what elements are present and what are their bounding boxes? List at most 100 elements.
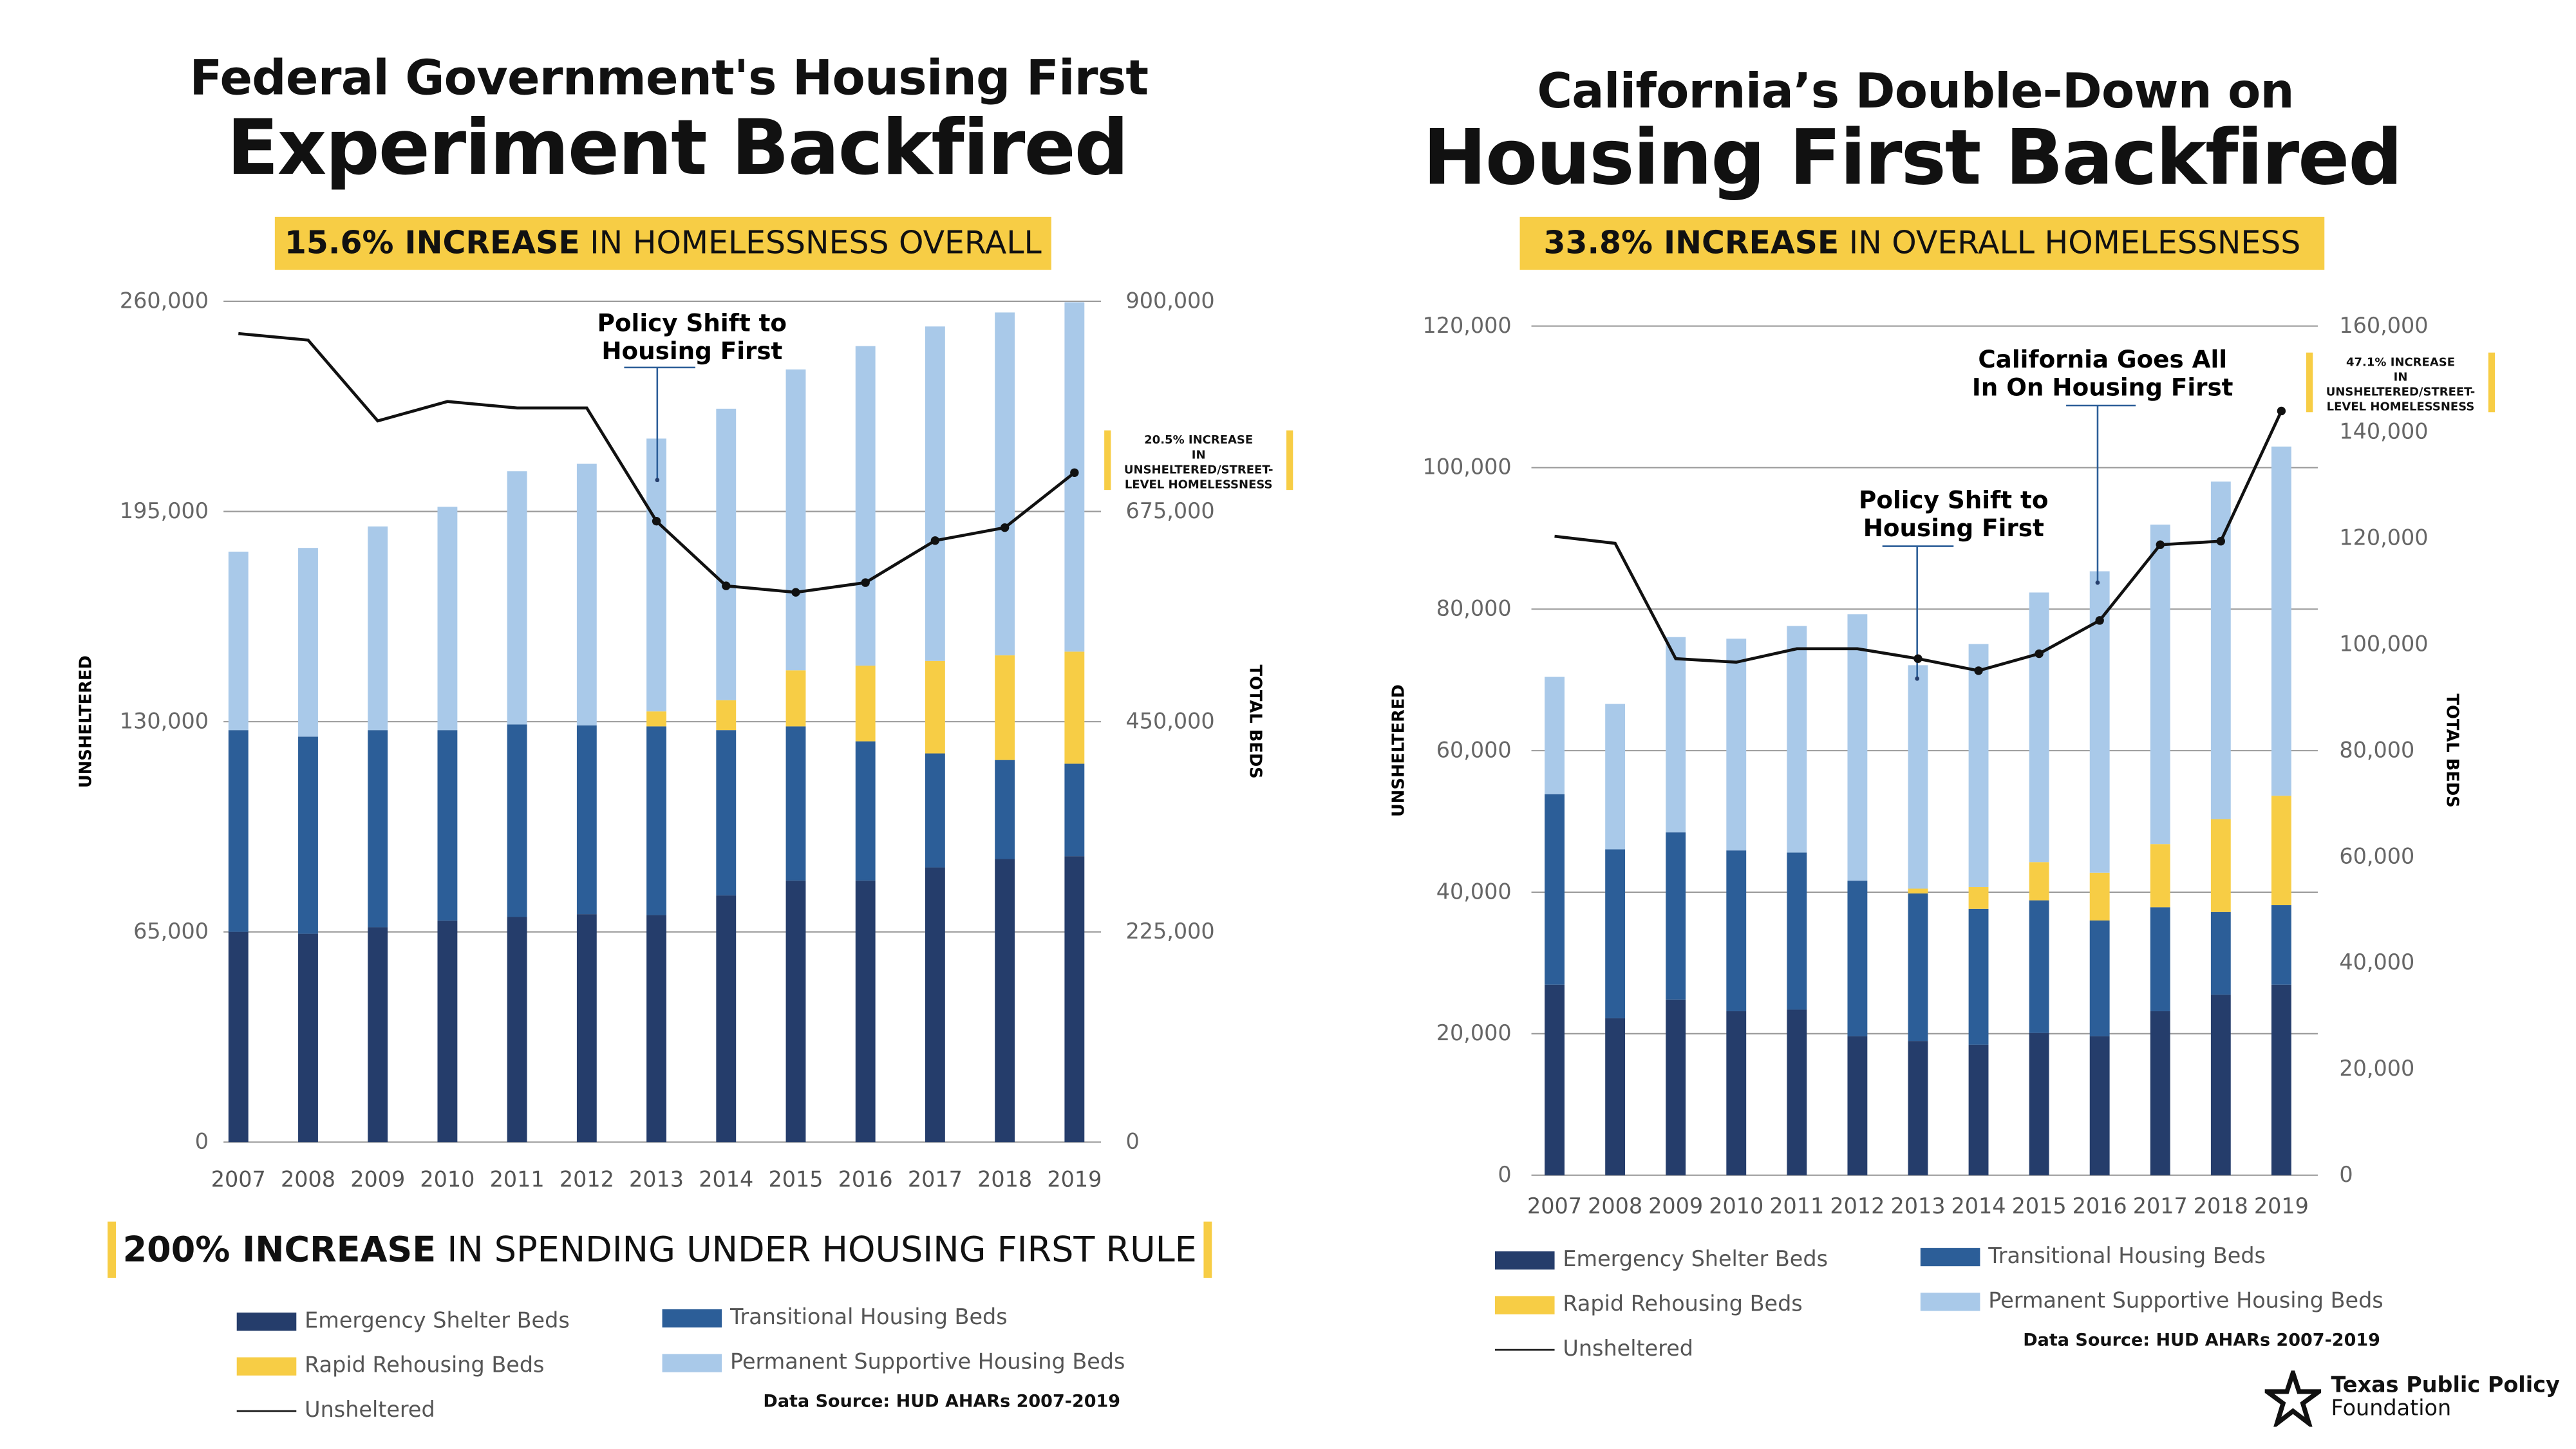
bar-transitional-housing [576, 725, 597, 915]
bar-permanent-supportive [1545, 677, 1565, 794]
y-tick-label: 120,000 [1423, 313, 1512, 338]
legend-swatch [1920, 1248, 1980, 1267]
right-callout-bold: 47.1% INCREASE [2346, 355, 2456, 369]
unsheltered-point [1974, 666, 1983, 675]
x-tick-label: 2018 [2194, 1193, 2248, 1219]
bar-permanent-supportive [2029, 592, 2049, 863]
x-tick-label: 2019 [2254, 1193, 2309, 1219]
x-tick-label: 2016 [838, 1167, 893, 1192]
x-tick-label: 2007 [211, 1167, 266, 1192]
legend-label: Unsheltered [305, 1398, 435, 1424]
x-tick-label: 2014 [1951, 1193, 2006, 1219]
bar-transitional-housing [2210, 911, 2231, 995]
annotation-dot [2095, 580, 2100, 585]
bar-transitional-housing [1726, 850, 1747, 1011]
y2-axis-title: TOTAL BEDS [2443, 694, 2462, 808]
y-tick-label: 60,000 [1436, 737, 1512, 762]
legend-permanent-left: Permanent Supportive Housing Beds [662, 1351, 1125, 1376]
left-unsheltered-callout: 20.5% INCREASE IN UNSHELTERED/STREET-LEVE… [1104, 430, 1293, 492]
bar-emergency-shelter [925, 867, 945, 1143]
bar-permanent-supportive [1666, 637, 1686, 833]
y2-axis-title: TOTAL BEDS [1245, 665, 1264, 779]
legend-swatch [662, 1354, 722, 1372]
bar-permanent-supportive [298, 548, 318, 737]
unsheltered-point [1000, 523, 1010, 532]
y-tick-label: 0 [1498, 1162, 1511, 1187]
legend-swatch [662, 1309, 722, 1328]
annotation-label: Policy Shift to [597, 308, 787, 337]
legend-label: Permanent Supportive Housing Beds [729, 1351, 1125, 1376]
bar-transitional-housing [507, 724, 527, 917]
y2-tick-label: 20,000 [2339, 1056, 2414, 1081]
bar-permanent-supportive [2150, 524, 2170, 845]
x-tick-label: 2016 [2073, 1193, 2127, 1219]
annotation-label: Policy Shift to [1859, 485, 2048, 514]
y-tick-label: 0 [195, 1129, 209, 1154]
legend-label: Rapid Rehousing Beds [1563, 1293, 1803, 1318]
y2-tick-label: 0 [2339, 1162, 2353, 1187]
bar-permanent-supportive [2210, 481, 2231, 819]
bar-emergency-shelter [716, 895, 737, 1143]
bar-emergency-shelter [2029, 1033, 2049, 1175]
legend-label: Emergency Shelter Beds [305, 1309, 570, 1334]
x-tick-label: 2017 [908, 1167, 963, 1192]
right-banner-rest: IN OVERALL HOMELESSNESS [1839, 225, 2301, 262]
x-tick-label: 2013 [629, 1167, 684, 1192]
bar-emergency-shelter [507, 917, 527, 1143]
legend-emergency-left: Emergency Shelter Beds [236, 1309, 570, 1334]
bar-transitional-housing [2089, 920, 2110, 1036]
left-title-line2: Experiment Backfired [227, 102, 1129, 192]
y-tick-label: 130,000 [120, 708, 209, 733]
annotation-dot [655, 478, 660, 483]
bar-transitional-housing [1666, 832, 1686, 1000]
legend-label: Unsheltered [1563, 1337, 1693, 1363]
unsheltered-point [1070, 468, 1079, 477]
bar-rapid-rehousing [2150, 844, 2170, 908]
bar-rapid-rehousing [995, 655, 1015, 760]
y-tick-label: 40,000 [1436, 879, 1512, 904]
bar-emergency-shelter [368, 927, 388, 1143]
bar-transitional-housing [716, 730, 737, 896]
bar-rapid-rehousing [1908, 888, 1928, 893]
right-data-source: Data Source: HUD AHARs 2007-2019 [2023, 1331, 2380, 1351]
unsheltered-point [722, 581, 731, 590]
bar-emergency-shelter [2150, 1011, 2170, 1175]
y2-tick-label: 100,000 [2339, 631, 2428, 657]
y-tick-label: 260,000 [120, 288, 209, 313]
spending-bold: 200% INCREASE [122, 1229, 437, 1270]
x-tick-label: 2008 [1588, 1193, 1642, 1219]
bar-emergency-shelter [1666, 999, 1686, 1175]
unsheltered-point [791, 588, 800, 597]
y-tick-label: 100,000 [1423, 454, 1512, 480]
bar-transitional-housing [1968, 908, 1989, 1045]
bar-rapid-rehousing [646, 711, 666, 727]
bar-permanent-supportive [1908, 665, 1928, 889]
spending-statement: 200% INCREASE IN SPENDING UNDER HOUSING … [108, 1221, 1212, 1278]
annotation-label: California Goes All [1978, 345, 2227, 373]
y2-tick-label: 80,000 [2339, 737, 2414, 762]
y2-tick-label: 60,000 [2339, 843, 2414, 868]
legend-transitional-left: Transitional Housing Beds [662, 1306, 1008, 1331]
legend-swatch [236, 1313, 297, 1331]
bar-permanent-supportive [2271, 446, 2291, 796]
unsheltered-point [2277, 406, 2286, 416]
right-banner-bold: 33.8% INCREASE [1543, 225, 1839, 262]
bar-rapid-rehousing [2271, 796, 2291, 906]
bar-permanent-supportive [716, 408, 737, 700]
legend-label: Rapid Rehousing Beds [305, 1354, 545, 1379]
bar-emergency-shelter [2089, 1036, 2110, 1175]
x-tick-label: 2011 [490, 1167, 545, 1192]
y2-tick-label: 0 [1126, 1129, 1140, 1154]
bar-permanent-supportive [925, 326, 945, 661]
x-tick-label: 2014 [699, 1167, 753, 1192]
federal-chart: 0 65,000 130,000 195,000 260,000 0 225,000 450,… [76, 288, 1264, 1192]
bar-permanent-supportive [228, 551, 249, 731]
annotation-label: In On Housing First [1972, 373, 2233, 402]
bar-rapid-rehousing [2029, 862, 2049, 901]
unsheltered-point [861, 578, 870, 587]
left-banner: 15.6% INCREASE IN HOMELESSNESS OVERALL [274, 216, 1051, 270]
bar-rapid-rehousing [855, 666, 876, 742]
left-banner-rest: IN HOMELESSNESS OVERALL [579, 225, 1042, 262]
right-title-line1: California’s Double-Down on [1537, 62, 2294, 120]
bar-rapid-rehousing [2210, 819, 2231, 912]
